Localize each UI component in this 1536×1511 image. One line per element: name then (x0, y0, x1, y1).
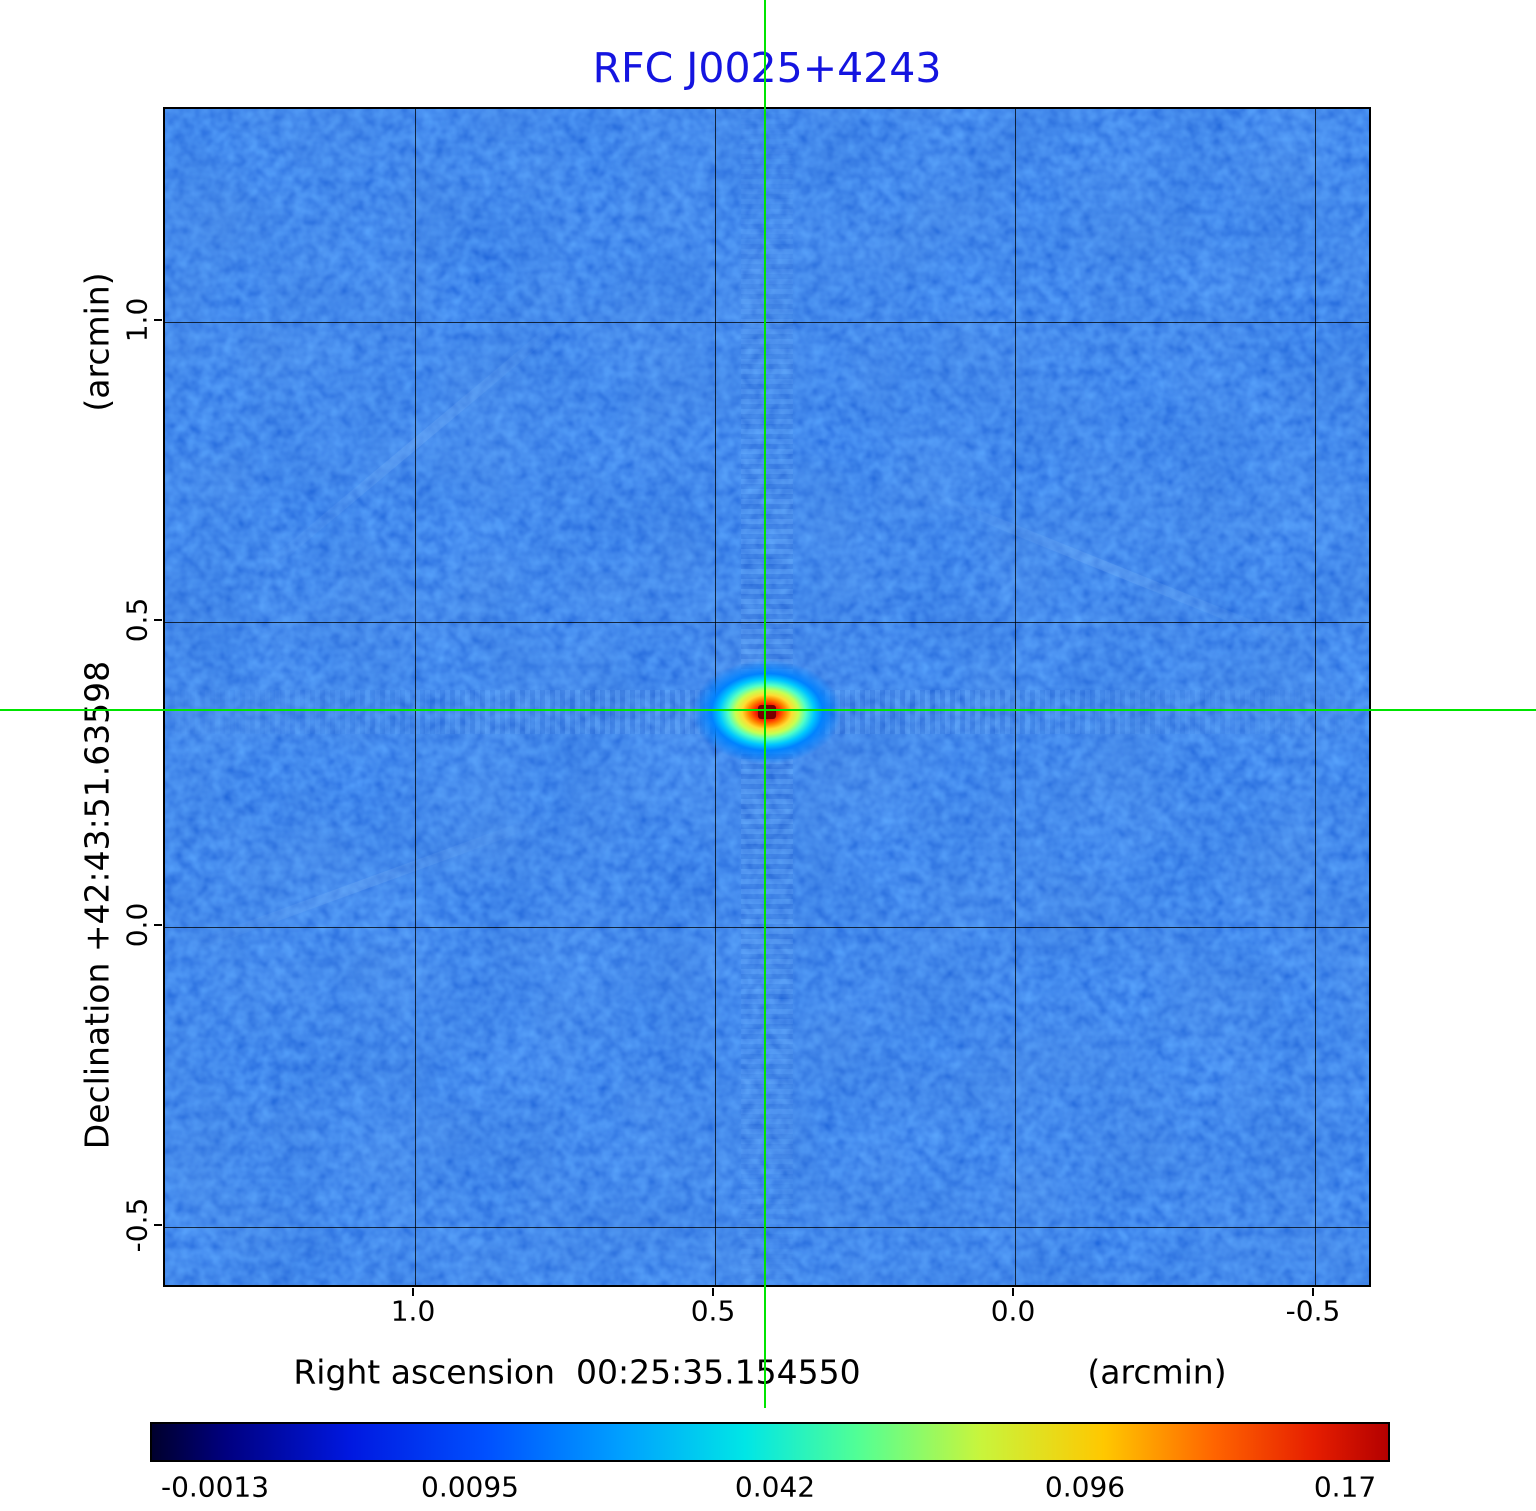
x-tick-label: -0.5 (1285, 1294, 1341, 1328)
y-axis-label: Declination +42:43:51.63598 (77, 660, 117, 1150)
colorbar-tick-label: 0.0095 (421, 1470, 519, 1504)
colorbar-tick-label: -0.0013 (160, 1470, 270, 1504)
grid-line-horizontal (165, 927, 1369, 928)
sky-map (163, 107, 1371, 1287)
grid-line-vertical (415, 109, 416, 1285)
x-axis-tick (1012, 1288, 1014, 1296)
grid-line-vertical (1015, 109, 1016, 1285)
x-axis-unit-label: (arcmin) (1087, 1352, 1227, 1392)
figure-title: RFC J0025+4243 (592, 44, 942, 92)
y-axis-tick (154, 319, 162, 321)
colorbar-tick-label: 0.17 (1313, 1470, 1377, 1504)
y-axis-tick (154, 924, 162, 926)
y-tick-label: 0.0 (120, 902, 154, 948)
y-tick-label: -0.5 (120, 1197, 154, 1253)
grid-line-vertical (1315, 109, 1316, 1285)
y-axis-tick (154, 619, 162, 621)
colorbar (150, 1422, 1390, 1462)
y-tick-label: 0.5 (120, 597, 154, 643)
grid-line-horizontal (165, 322, 1369, 323)
x-axis-tick (1312, 1288, 1314, 1296)
x-tick-label: 0.0 (990, 1294, 1036, 1328)
x-axis-tick (412, 1288, 414, 1296)
source-peak-core (758, 705, 776, 719)
x-tick-label: 0.5 (690, 1294, 736, 1328)
y-axis-tick (154, 1224, 162, 1226)
colorbar-tick-label: 0.042 (734, 1470, 816, 1504)
x-axis-tick (712, 1288, 714, 1296)
grid-line-horizontal (165, 1227, 1369, 1228)
grid-line-horizontal (165, 622, 1369, 623)
crosshair-horizontal-line (0, 709, 1536, 711)
x-tick-label: 1.0 (390, 1294, 436, 1328)
colorbar-tick-label: 0.096 (1044, 1470, 1126, 1504)
y-axis-unit-label: (arcmin) (77, 272, 117, 412)
x-axis-label: Right ascension 00:25:35.154550 (293, 1352, 861, 1392)
crosshair-vertical-line (764, 0, 766, 1408)
y-tick-label: 1.0 (120, 297, 154, 343)
